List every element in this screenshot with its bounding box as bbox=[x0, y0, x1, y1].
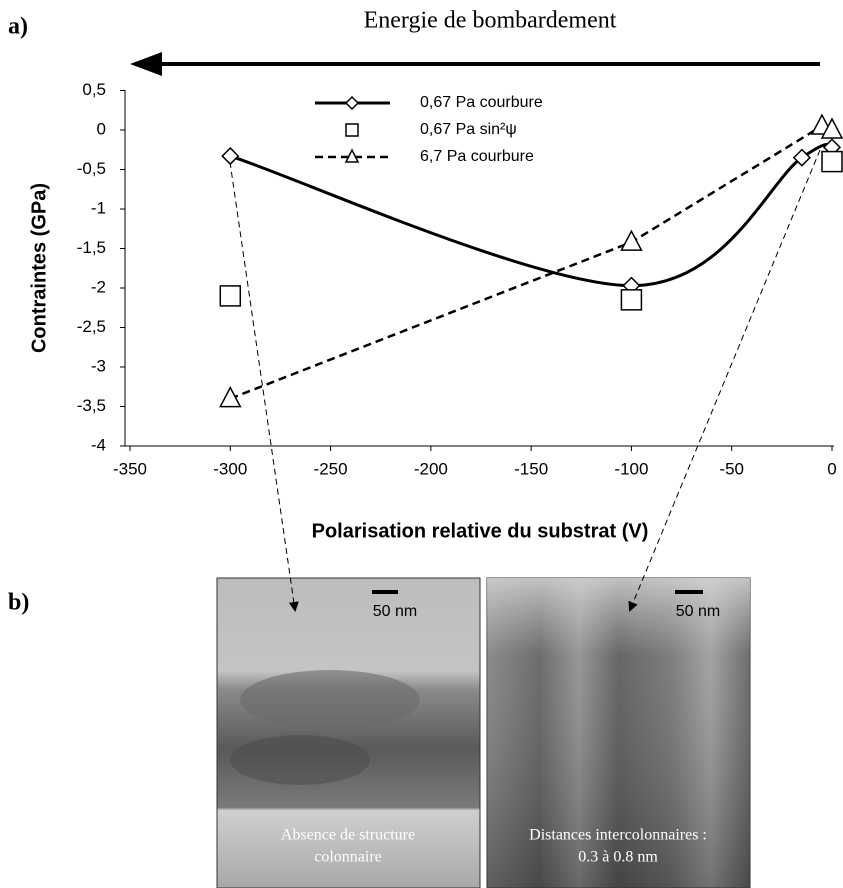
x-tick-label: -200 bbox=[414, 459, 448, 478]
annotation: Energie de bombardement bbox=[364, 8, 617, 34]
series-line bbox=[229, 124, 833, 400]
x-tick-label: -300 bbox=[213, 459, 247, 478]
y-tick-label: -1,5 bbox=[77, 238, 106, 257]
square-marker bbox=[219, 285, 242, 307]
pointer-arrow bbox=[628, 149, 821, 612]
diamond-marker bbox=[221, 147, 240, 166]
y-tick-label: 0,5 bbox=[82, 80, 106, 99]
x-tick-label: 0 bbox=[827, 459, 836, 478]
triangle-marker bbox=[620, 229, 643, 251]
square-marker bbox=[821, 150, 843, 173]
panel-label: b) bbox=[8, 590, 29, 616]
y-tick-label: 0 bbox=[97, 119, 106, 138]
legend-label: 0,67 Pa courbure bbox=[420, 94, 543, 111]
x-tick-label: -50 bbox=[719, 459, 744, 478]
scale-label: 50 nm bbox=[373, 603, 417, 620]
caption: 0.3 à 0.8 nm bbox=[578, 849, 658, 866]
x-tick-label: -350 bbox=[113, 459, 147, 478]
legend-marker bbox=[344, 95, 360, 111]
y-tick-label: -4 bbox=[91, 435, 106, 454]
pointer-arrow bbox=[229, 161, 299, 612]
x-tick-label: -250 bbox=[314, 459, 348, 478]
arrow-head bbox=[130, 52, 162, 76]
caption: colonnaire bbox=[314, 849, 382, 866]
y-tick-label: -3 bbox=[91, 356, 106, 375]
caption: Distances intercolonnaires : bbox=[529, 827, 707, 844]
tem-image-right bbox=[486, 577, 751, 888]
panel-label: a) bbox=[8, 14, 28, 40]
legend-marker bbox=[344, 148, 360, 163]
legend-label: 6,7 Pa courbure bbox=[420, 148, 534, 165]
x-tick-label: -150 bbox=[514, 459, 548, 478]
tem-image-left bbox=[216, 577, 481, 888]
legend-label: 0,67 Pa sin²ψ bbox=[420, 121, 517, 138]
y-axis-label: Contraintes (GPa) bbox=[28, 183, 50, 353]
y-tick-label: -3,5 bbox=[77, 396, 106, 415]
y-tick-label: -2 bbox=[91, 277, 106, 296]
caption: Absence de structure bbox=[281, 827, 415, 844]
y-tick-label: -2,5 bbox=[77, 317, 106, 336]
legend-marker bbox=[345, 123, 359, 137]
y-tick-label: -1 bbox=[91, 198, 106, 217]
scale-label: 50 nm bbox=[676, 603, 720, 620]
series-line bbox=[229, 143, 833, 288]
triangle-marker bbox=[219, 385, 242, 408]
diamond-marker bbox=[792, 148, 811, 167]
x-axis-label: Polarisation relative du substrat (V) bbox=[312, 520, 649, 542]
triangle-marker bbox=[820, 117, 843, 139]
y-tick-label: -0,5 bbox=[77, 159, 106, 178]
square-marker bbox=[620, 289, 643, 311]
x-tick-label: -100 bbox=[614, 459, 648, 478]
